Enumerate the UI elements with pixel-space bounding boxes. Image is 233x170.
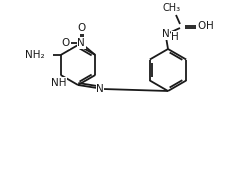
Text: H: H [171,32,179,42]
Text: NH: NH [51,78,66,88]
Text: H: H [206,21,214,31]
Text: O: O [77,23,86,33]
Text: N: N [96,84,104,94]
Text: CH₃: CH₃ [163,3,181,13]
Text: O: O [61,38,69,48]
Text: NH₂: NH₂ [25,50,45,60]
Text: N: N [77,38,85,48]
Text: N: N [162,29,170,39]
Text: O: O [198,21,206,31]
